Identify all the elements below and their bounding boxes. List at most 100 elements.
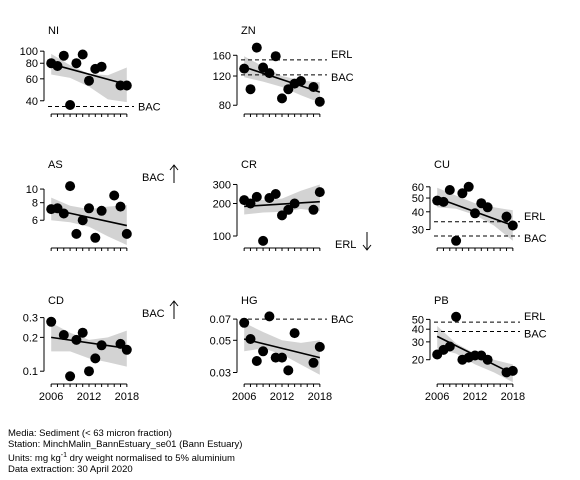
ref-label-bac: BAC (524, 328, 547, 340)
data-point (77, 215, 88, 226)
data-point (121, 228, 132, 239)
data-point (308, 82, 319, 92)
data-point (264, 311, 275, 322)
x-tick-label: 2018 (501, 391, 525, 403)
data-point (96, 205, 107, 216)
y-tick-label: 60 (412, 182, 424, 194)
data-point (239, 317, 250, 328)
arrow-head (362, 244, 372, 251)
x-tick-label: 2012 (77, 391, 101, 403)
ref-label-erl: ERL (524, 211, 545, 223)
panel-title: HG (241, 295, 258, 307)
data-point (58, 50, 69, 61)
data-point (65, 100, 76, 110)
y-tick-label: 100 (213, 231, 231, 243)
trend-line (50, 63, 128, 86)
y-tick-label: 0.03 (210, 368, 231, 380)
y-tick-label: 6 (32, 215, 38, 227)
data-point (65, 181, 76, 192)
data-point (482, 202, 493, 213)
arrow-label-bac: BAC (142, 172, 165, 184)
ref-label-bac: BAC (138, 101, 161, 113)
data-point (84, 75, 94, 86)
y-tick-label: 0.1 (23, 366, 38, 378)
data-point (71, 58, 82, 69)
arrow-label-erl: ERL (335, 239, 356, 251)
panel-title: NI (48, 25, 59, 37)
y-tick-label: 160 (213, 50, 231, 62)
footer-station: Station: MinchMalin_BannEstuary_se01 (Ba… (8, 439, 243, 450)
data-point (115, 338, 126, 349)
data-point (314, 187, 325, 198)
arrow-head (169, 164, 179, 171)
data-point (77, 49, 88, 60)
panel-cd: 0.1 0.2 0.3 2006 2012 2018 CD BAC (23, 295, 179, 403)
arrow-down-icon (362, 232, 372, 251)
data-point (90, 353, 101, 364)
data-point (314, 341, 325, 352)
x-tick-label: 2006 (39, 391, 63, 403)
data-point (314, 96, 325, 107)
data-point (283, 365, 294, 376)
ref-label-bac: BAC (331, 314, 354, 326)
y-tick-label: 0.07 (210, 314, 231, 326)
x-tick-label: 2018 (115, 391, 139, 403)
trend-line (243, 338, 321, 359)
data-point (277, 93, 287, 104)
panel-as: 6 8 10 AS BAC (26, 159, 179, 251)
data-point (264, 68, 275, 79)
arrow-up-icon (169, 164, 179, 183)
data-point (71, 228, 82, 239)
y-tick-label: 20 (412, 355, 424, 367)
panel-title: PB (434, 295, 449, 307)
footer-units-prefix: Units: mg kg (8, 453, 61, 465)
panel-cr: 100 200 300 CR ERL (213, 159, 372, 251)
arrow-label-bac: BAC (142, 308, 165, 320)
footer-units-sup: -1 (60, 452, 68, 459)
data-point (58, 208, 69, 219)
data-point (84, 366, 94, 377)
y-tick-label: 60 (26, 74, 38, 86)
y-tick-label: 0.3 (23, 313, 38, 325)
y-tick-label: 10 (26, 184, 38, 196)
data-point (507, 220, 518, 231)
data-point (96, 61, 107, 72)
y-tick-label: 50 (412, 314, 424, 326)
data-point (251, 356, 262, 366)
data-point (283, 204, 294, 215)
y-tick-label: 120 (213, 71, 231, 83)
arrow-head (169, 300, 179, 307)
data-point (451, 235, 462, 246)
y-tick-label: 40 (26, 96, 38, 108)
y-tick-label: 80 (26, 58, 38, 70)
data-point (84, 203, 94, 214)
x-tick-label: 2012 (270, 391, 294, 403)
y-tick-label: 200 (213, 198, 231, 210)
data-point (501, 211, 512, 222)
ref-label-bac: BAC (524, 233, 547, 245)
data-point (245, 334, 256, 344)
data-point (258, 346, 269, 357)
data-point (438, 196, 449, 207)
data-point (115, 201, 126, 212)
panel-zn: ERL BAC 80 120 160 ZN (213, 25, 354, 117)
y-tick-label: 30 (412, 337, 424, 349)
confidence-band (244, 184, 320, 215)
panel-title: AS (48, 159, 63, 171)
data-point (251, 42, 262, 53)
trend-line (243, 66, 321, 93)
data-point (289, 198, 300, 209)
panel-title: CR (241, 159, 257, 171)
data-point (71, 334, 82, 345)
data-point (482, 354, 493, 365)
data-point (251, 191, 262, 202)
data-point (46, 316, 57, 327)
x-tick-label: 2012 (463, 391, 487, 403)
data-point (270, 51, 281, 62)
arrow-up-icon (169, 300, 179, 319)
data-point (295, 76, 306, 86)
y-tick-label: 50 (412, 193, 424, 205)
